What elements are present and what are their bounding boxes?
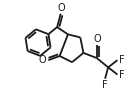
Text: F: F	[119, 55, 124, 65]
Text: O: O	[94, 34, 101, 44]
Text: O: O	[38, 55, 46, 65]
Text: F: F	[119, 70, 124, 80]
Text: O: O	[57, 3, 65, 13]
Text: F: F	[102, 80, 108, 90]
